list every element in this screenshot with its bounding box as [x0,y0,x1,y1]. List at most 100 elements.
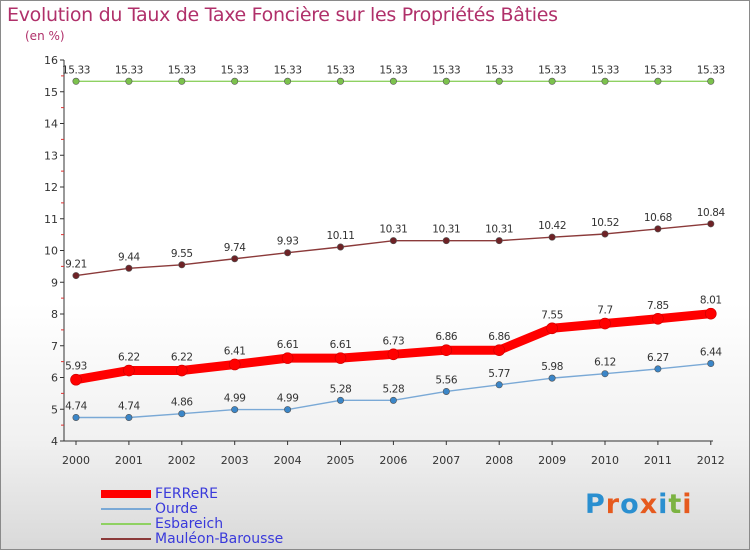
x-tick-label: 2004 [274,454,302,467]
x-tick-label: 2007 [432,454,460,467]
data-label: 10.52 [591,217,619,229]
data-label: 7.7 [597,305,613,317]
data-label: 6.73 [383,335,405,347]
data-point [601,77,609,85]
x-tick-label: 2002 [168,454,196,467]
legend-label-ferrere: FERReRE [155,486,218,502]
data-label: 5.56 [435,374,457,386]
y-tick-label: 15 [44,86,58,99]
y-tick-label: 9 [51,276,58,289]
data-label: 15.33 [168,64,196,76]
data-point [178,410,186,418]
x-tick-label: 2008 [485,454,513,467]
data-label: 15.33 [221,64,249,76]
chart-title: Evolution du Taux de Taxe Foncière sur l… [7,4,558,26]
data-point [231,77,239,85]
data-point [72,77,80,85]
data-label: 6.27 [647,352,669,364]
logo-letter: r [605,489,621,520]
data-label: 9.93 [277,236,299,248]
y-tick-label: 7 [51,340,58,353]
y-tick-label: 10 [44,245,58,258]
data-point [599,317,611,330]
legend-label-esbareich: Esbareich [155,516,224,532]
data-point [123,364,135,377]
logo-letter: x [639,489,659,520]
logo-letter: o [620,489,640,520]
y-tick-label: 5 [51,403,58,416]
y-tick-label: 12 [44,181,58,194]
logo-letter: P [585,489,606,520]
legend-label-ourde: Ourde [155,501,198,517]
data-label: 10.31 [432,224,460,236]
data-label: 15.33 [379,64,407,76]
data-label: 9.74 [224,242,246,254]
data-label: 10.42 [538,220,566,232]
legend-item-mauleon-barousse: Mauléon-Barousse [101,531,283,547]
legend-item-esbareich: Esbareich [101,516,224,532]
y-tick-label: 6 [51,372,58,385]
data-point [548,77,556,85]
data-point [125,77,133,85]
data-label: 15.33 [591,64,619,76]
data-point [284,77,292,85]
data-label: 10.84 [697,207,726,219]
data-label: 5.28 [330,383,352,395]
data-point [178,77,186,85]
logo-letter: t [668,489,683,520]
data-label: 8.01 [700,295,722,307]
data-label: 15.33 [115,64,143,76]
data-label: 15.33 [326,64,354,76]
data-point [601,370,609,378]
data-point [70,373,82,386]
data-label: 6.86 [435,331,457,343]
y-tick-label: 11 [44,213,58,226]
data-label: 4.99 [277,393,299,405]
data-point [72,414,80,422]
data-label: 15.33 [62,64,90,76]
legend-swatch-ferrere [101,490,151,498]
data-point [176,364,188,377]
y-unit-label: (en %) [25,29,65,43]
data-label: 6.22 [118,352,140,364]
data-point [495,381,503,389]
x-tick-label: 2005 [327,454,355,467]
x-tick-label: 2000 [62,454,90,467]
y-tick-label: 16 [44,54,58,67]
data-point [495,237,503,245]
data-point [548,374,556,382]
x-tick-label: 2003 [221,454,249,467]
data-point [284,249,292,257]
y-tick-label: 14 [44,118,58,131]
logo-letter: i [658,489,669,520]
data-point [334,352,347,364]
data-point [546,322,558,335]
x-tick-label: 2006 [379,454,407,467]
data-point [125,414,133,422]
data-point [336,396,344,404]
data-point [654,77,662,85]
data-point [495,77,503,85]
data-point [601,230,609,238]
legend-swatch-ourde [101,508,151,510]
data-point [387,348,400,361]
data-point [178,261,186,269]
data-label: 6.86 [488,331,510,343]
data-label: 15.33 [485,64,513,76]
data-label: 4.86 [171,397,193,409]
data-point [231,406,239,414]
data-label: 10.31 [485,224,513,236]
data-point [707,77,715,85]
data-label: 6.41 [224,345,246,357]
data-label: 15.33 [432,64,460,76]
data-label: 15.33 [697,64,725,76]
data-label: 7.85 [647,300,669,312]
data-label: 9.55 [171,248,193,260]
data-point [442,237,450,245]
data-label: 6.61 [330,339,352,351]
data-point [284,406,292,414]
legend-swatch-mauleon-barousse [101,538,151,540]
data-label: 4.74 [118,401,140,413]
data-label: 15.33 [538,64,566,76]
